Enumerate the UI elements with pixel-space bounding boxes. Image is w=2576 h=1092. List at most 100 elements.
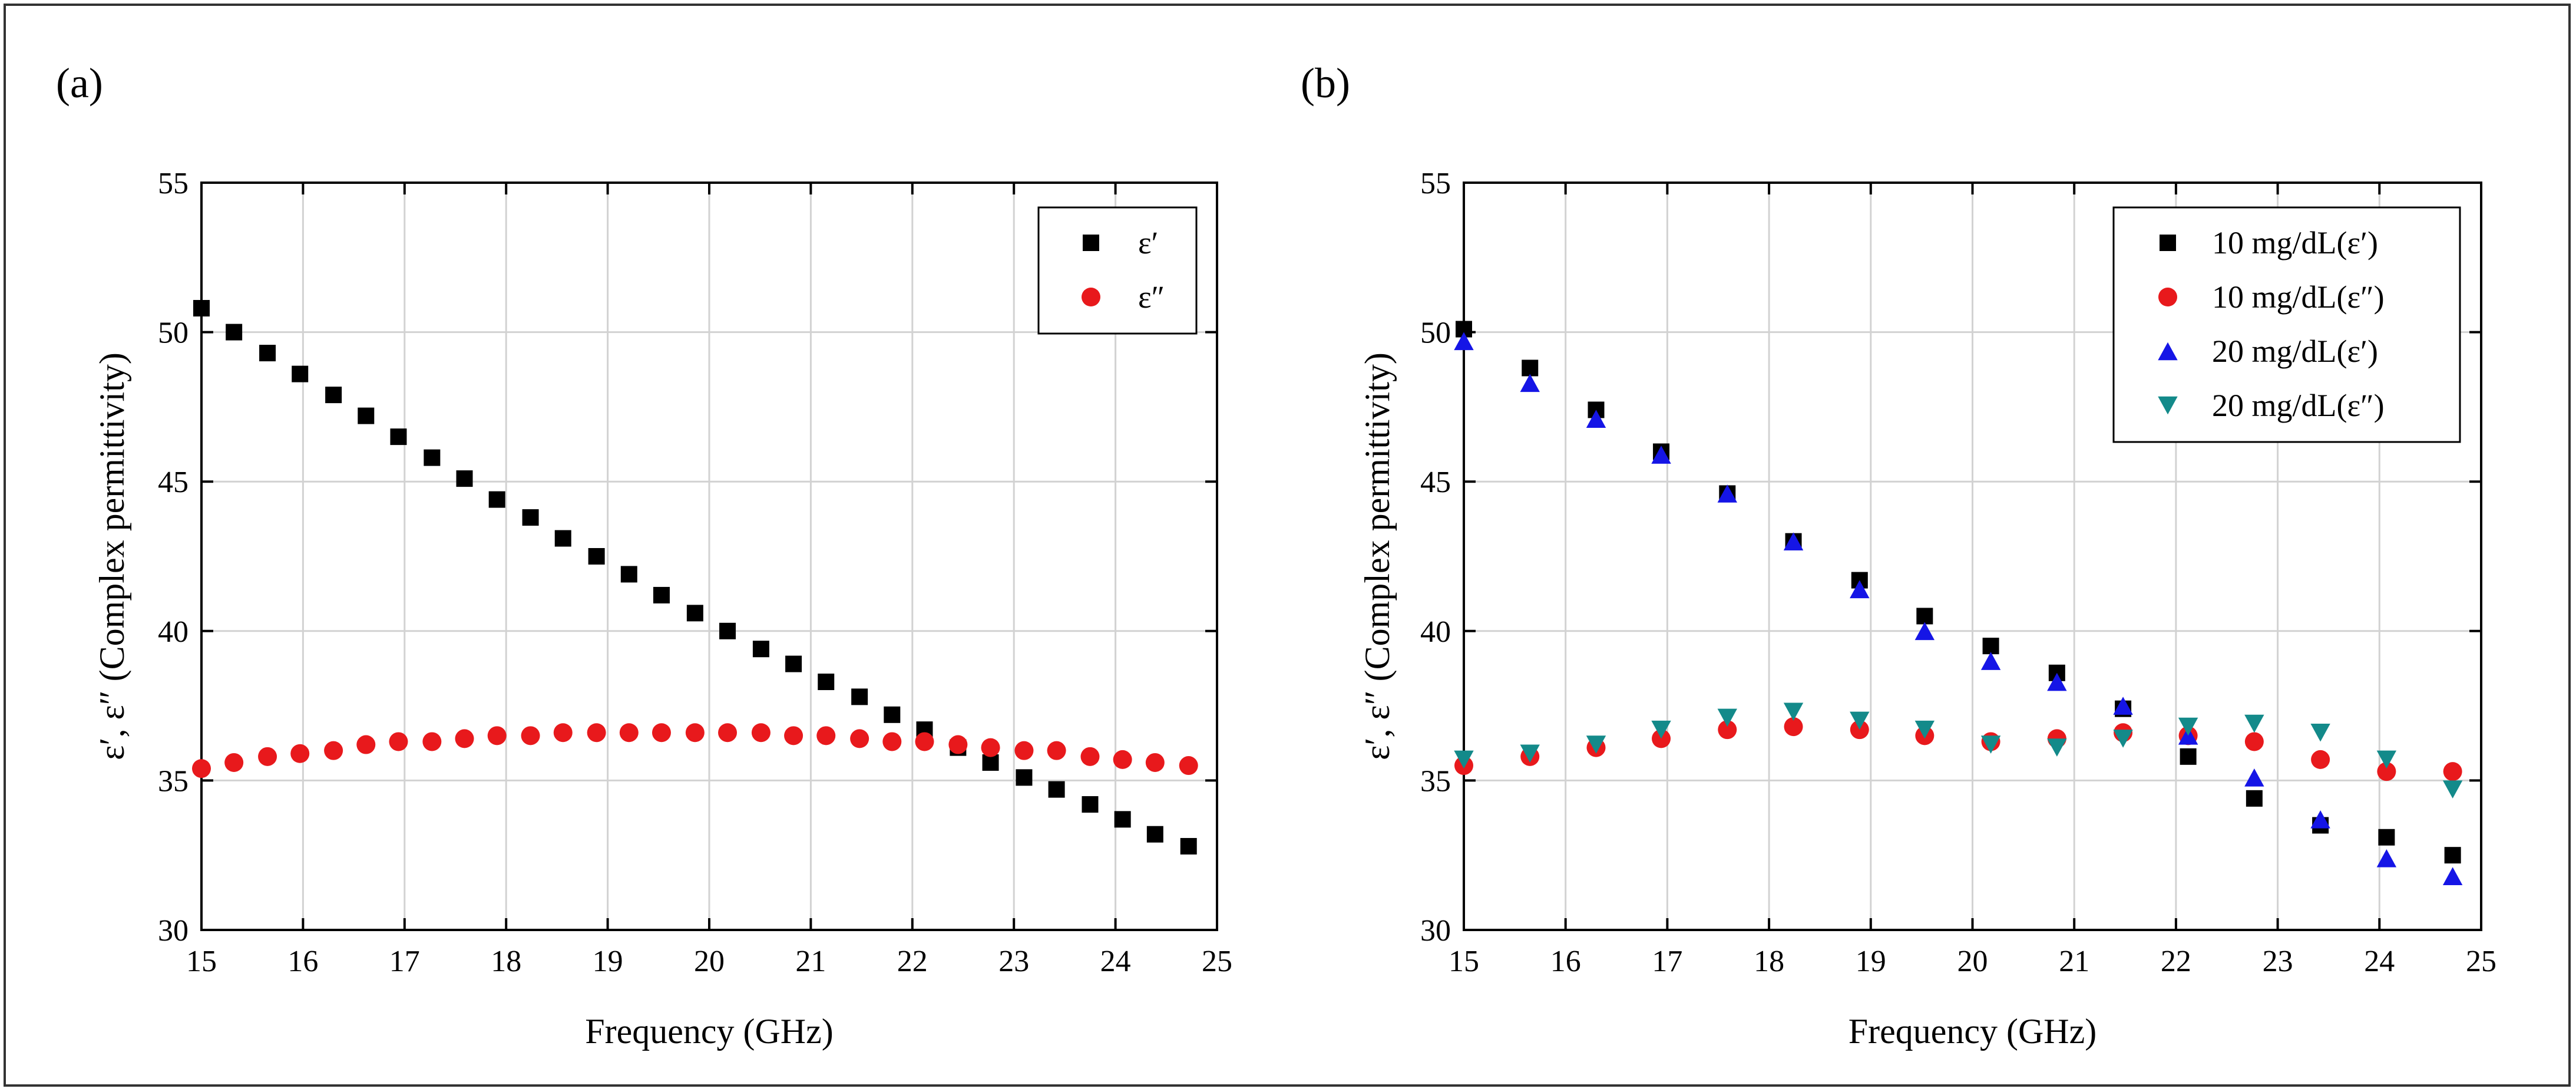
data-point <box>619 723 639 743</box>
legend-marker <box>2160 235 2176 251</box>
y-tick-label: 40 <box>1420 615 1451 649</box>
x-tick-label: 15 <box>186 945 217 978</box>
y-tick-label: 40 <box>158 615 189 649</box>
legend-label: ε″ <box>1138 279 1165 315</box>
data-point <box>1082 796 1099 813</box>
data-point <box>2047 738 2067 757</box>
x-tick-label: 16 <box>287 945 318 978</box>
data-point <box>2244 714 2264 733</box>
chart-panel-a: 15 16 17 18 19 20 21 22 23 24 25 30 35 40 45 50 55 Freque… <box>56 60 1232 1051</box>
data-point <box>1180 837 1197 855</box>
data-point <box>2311 750 2330 769</box>
legend-box <box>1037 206 1198 335</box>
data-point <box>851 688 868 705</box>
panel-label: (a) <box>56 60 103 107</box>
data-point <box>2444 847 2461 864</box>
figure-frame <box>4 4 2571 1087</box>
data-point <box>816 726 836 745</box>
legend-marker <box>2158 342 2178 361</box>
y-tick-label: 35 <box>1420 764 1451 798</box>
data-point <box>390 428 407 446</box>
data-point <box>685 723 705 743</box>
x-axis-title: Frequency (GHz) <box>585 1012 834 1051</box>
data-point <box>1916 608 1933 625</box>
data-point <box>1048 781 1065 798</box>
x-tick-label: 17 <box>1652 945 1682 978</box>
data-point <box>1047 741 1066 760</box>
data-point <box>2376 750 2397 769</box>
data-point <box>1522 359 1539 377</box>
y-tick-label: 35 <box>158 764 189 798</box>
legend-marker <box>2158 288 2177 306</box>
y-tick-label: 55 <box>1420 167 1451 200</box>
data-point <box>1179 756 1198 776</box>
x-tick-label: 25 <box>2466 945 2496 978</box>
data-point <box>1850 580 1870 599</box>
data-point <box>2113 730 2133 748</box>
data-point <box>719 622 736 639</box>
data-point <box>2113 697 2133 715</box>
panel-label: (b) <box>1301 60 1350 107</box>
x-tick-label: 18 <box>491 945 521 978</box>
x-tick-label: 21 <box>795 945 826 978</box>
data-point <box>2178 717 2198 736</box>
data-point <box>1520 744 1540 763</box>
x-tick-label: 24 <box>2364 945 2395 978</box>
x-tick-label: 16 <box>1550 945 1581 978</box>
y-tick-label: 30 <box>1420 914 1451 948</box>
x-tick-label: 19 <box>1856 945 1886 978</box>
data-point <box>652 723 671 743</box>
y-axis-title: ε′, ε″ (Complex permittivity) <box>92 352 131 760</box>
y-tick-label: 45 <box>158 466 189 499</box>
legend-marker <box>1083 235 1099 251</box>
data-point <box>1717 484 1737 503</box>
x-tick-label: 18 <box>1754 945 1784 978</box>
data-point <box>224 753 244 772</box>
data-point <box>2442 867 2463 886</box>
data-point <box>1080 747 1100 766</box>
data-point <box>2246 790 2263 807</box>
data-point <box>2180 748 2197 765</box>
data-point <box>1850 711 1870 730</box>
data-point <box>1586 410 1606 428</box>
data-point <box>1717 708 1737 727</box>
data-point <box>1980 652 2001 670</box>
data-point <box>751 723 771 743</box>
data-point <box>2310 723 2330 742</box>
data-point <box>488 491 505 508</box>
x-tick-label: 25 <box>1202 945 1232 978</box>
data-point <box>818 674 835 691</box>
data-point <box>1783 532 1804 550</box>
y-tick-label: 45 <box>1420 466 1451 499</box>
legend-label: 10 mg/dL(ε″) <box>2212 279 2385 315</box>
data-point <box>226 324 243 341</box>
data-point <box>1145 753 1165 772</box>
data-point <box>2244 732 2264 751</box>
data-point <box>1651 446 1671 464</box>
data-point <box>981 738 1000 757</box>
legend-label: ε′ <box>1138 225 1159 260</box>
legend-label: 20 mg/dL(ε′) <box>2212 334 2378 369</box>
data-point <box>850 729 869 748</box>
data-point <box>1980 735 2001 754</box>
data-point <box>1114 811 1131 828</box>
data-point <box>882 732 902 751</box>
data-point <box>948 735 968 754</box>
x-tick-label: 15 <box>1449 945 1479 978</box>
data-point <box>522 509 539 526</box>
y-tick-label: 50 <box>158 316 189 350</box>
data-point <box>1520 374 1540 392</box>
data-point <box>422 732 442 751</box>
data-point <box>752 641 769 658</box>
data-point <box>290 744 310 763</box>
data-point <box>2244 768 2264 787</box>
data-point <box>653 586 670 603</box>
data-point <box>292 365 309 382</box>
data-point <box>259 345 276 362</box>
data-point <box>588 548 605 565</box>
data-point <box>1016 769 1033 786</box>
data-point <box>1718 720 1737 740</box>
y-tick-label: 55 <box>158 167 189 200</box>
data-point <box>2443 762 2462 781</box>
